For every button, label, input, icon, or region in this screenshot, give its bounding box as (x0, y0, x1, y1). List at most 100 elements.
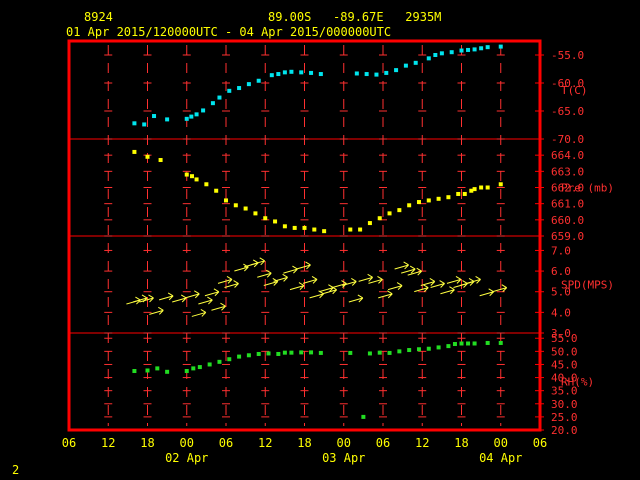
data-point (449, 50, 454, 55)
data-point (498, 44, 503, 49)
data-point (354, 71, 359, 76)
data-marks (126, 44, 508, 419)
data-point (436, 345, 441, 350)
y-tick-label: -65.0 (551, 105, 584, 118)
y-tick-label: 660.0 (551, 214, 584, 227)
data-point (459, 48, 464, 53)
data-point (207, 362, 212, 367)
data-point (407, 203, 412, 208)
data-point (184, 369, 189, 374)
data-point (466, 47, 471, 52)
wind-arrow (342, 278, 357, 286)
data-point (246, 82, 251, 87)
data-point (479, 46, 484, 51)
panel-label: Pre (mb) (561, 182, 614, 195)
data-point (312, 227, 317, 232)
data-point (217, 359, 222, 364)
data-point (348, 227, 353, 232)
wind-arrow (430, 280, 445, 289)
data-point (472, 187, 477, 192)
wind-arrow (368, 275, 383, 284)
data-point (472, 341, 477, 346)
data-point (348, 350, 353, 355)
data-point (289, 69, 294, 74)
wind-arrow (446, 275, 462, 284)
data-point (394, 68, 399, 73)
wind-arrow (250, 257, 266, 266)
x-tick-label: 06 (219, 436, 233, 450)
data-point (189, 174, 194, 179)
wind-arrow (234, 263, 249, 272)
data-point (299, 70, 304, 75)
data-point (256, 351, 261, 356)
data-point (184, 116, 189, 121)
wind-arrow (191, 308, 207, 317)
wind-arrow (414, 284, 429, 293)
y-tick-label: 25.0 (551, 411, 578, 424)
data-point (462, 191, 467, 196)
wind-arrow (217, 275, 233, 284)
panel-label: RH(%) (561, 376, 594, 389)
data-point (439, 51, 444, 56)
y-tick-label: 45.0 (551, 358, 578, 371)
data-point (237, 86, 242, 91)
panel-label: SPD(MPS) (561, 279, 614, 292)
panel-label: T(C) (561, 84, 588, 97)
y-tick-label: 7.0 (551, 244, 571, 257)
data-point (210, 101, 215, 106)
data-point (452, 342, 457, 347)
data-point (413, 60, 418, 65)
x-tick-label: 00 (494, 436, 508, 450)
data-point (233, 203, 238, 208)
data-point (374, 72, 379, 77)
data-point (269, 73, 274, 78)
data-point (416, 200, 421, 205)
wind-arrow (440, 286, 455, 295)
wind-arrow (263, 278, 279, 286)
wind-arrow (139, 294, 154, 303)
wind-arrow (296, 261, 311, 270)
x-date-label: 03 Apr (322, 451, 365, 465)
data-point (165, 369, 170, 374)
x-tick-label: 12 (258, 436, 272, 450)
data-point (158, 158, 163, 163)
data-point (299, 350, 304, 355)
wind-arrow (257, 269, 272, 278)
data-point (145, 368, 150, 373)
wind-arrow (158, 292, 174, 301)
y-tick-label: 661.0 (551, 198, 584, 211)
y-tick-label: -60.0 (551, 77, 584, 90)
data-point (358, 227, 363, 232)
data-point (237, 354, 242, 359)
data-point (256, 78, 261, 83)
y-tick-label: 40.0 (551, 372, 578, 385)
data-point (227, 357, 232, 362)
y-tick-label: 3.0 (551, 327, 571, 340)
y-tick-label: 5.0 (551, 286, 571, 299)
data-point (142, 122, 147, 127)
station-id: 8924 (84, 10, 113, 24)
x-tick-label: 18 (297, 436, 311, 450)
data-point (459, 341, 464, 346)
data-point (446, 195, 451, 200)
data-point (416, 347, 421, 352)
data-point (446, 344, 451, 349)
data-point (292, 225, 297, 230)
data-point (377, 216, 382, 221)
data-point (214, 188, 219, 193)
wind-arrow (420, 278, 436, 286)
data-point (282, 70, 287, 75)
wind-arrow (394, 261, 409, 270)
data-point (426, 56, 431, 61)
plot-frame (67, 39, 542, 432)
data-point (282, 224, 287, 229)
x-tick-label: 06 (62, 436, 76, 450)
x-tick-label: 18 (454, 436, 468, 450)
data-point (309, 350, 314, 355)
data-point (479, 185, 484, 190)
x-tick-label: 18 (140, 436, 154, 450)
y-tick-label: 30.0 (551, 398, 578, 411)
data-point (318, 72, 323, 77)
data-point (155, 366, 160, 371)
wind-arrow (185, 290, 200, 299)
